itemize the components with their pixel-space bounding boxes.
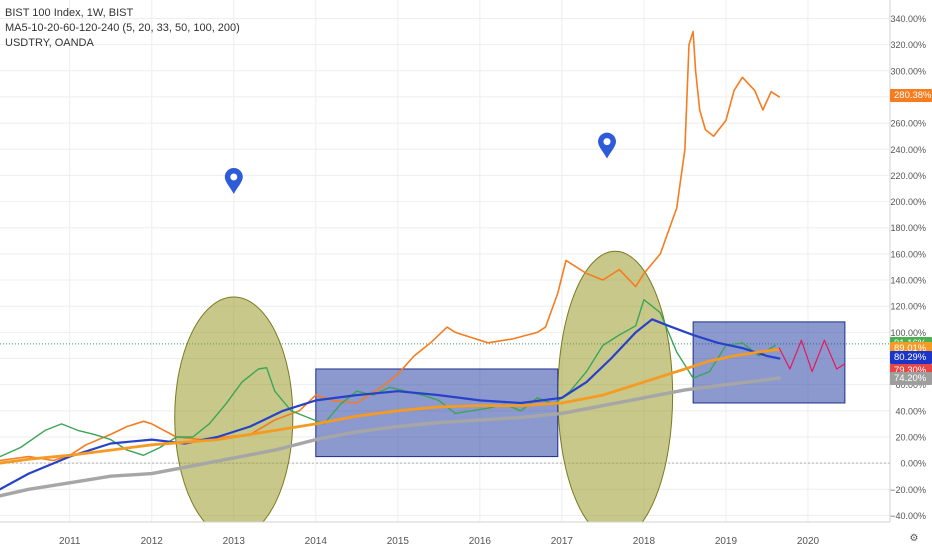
- gear-icon[interactable]: ⚙: [909, 533, 919, 544]
- x-tick-label: 2017: [551, 536, 574, 547]
- series-line-2: [0, 318, 781, 491]
- x-tick-label: 2013: [223, 536, 246, 547]
- y-tick-label: 140.00%: [890, 276, 926, 286]
- price-tag: 74.20%: [890, 371, 932, 385]
- pin-hole: [230, 173, 238, 181]
- location-pin-icon: [598, 132, 617, 159]
- legend-indicator: MA5-10-20-60-120-240 (5, 20, 33, 50, 100…: [5, 22, 240, 34]
- x-tick-label: 2011: [59, 536, 81, 547]
- x-tick-label: 2012: [141, 536, 164, 547]
- y-tick-label: 40.00%: [895, 406, 926, 416]
- pin-body: [598, 132, 617, 159]
- y-tick-label: 20.00%: [895, 432, 926, 442]
- series-line-1: [0, 299, 776, 458]
- y-tick-label: −20.00%: [890, 485, 926, 495]
- price-tag: 80.29%: [890, 351, 932, 365]
- range-box: [692, 321, 846, 404]
- x-tick-label: 2019: [715, 536, 738, 547]
- pin-hole: [603, 138, 611, 146]
- y-tick-label: 340.00%: [890, 14, 926, 24]
- y-tick-label: 60.00%: [895, 380, 926, 390]
- series-line-3: [0, 348, 781, 465]
- series-line-0: [0, 30, 781, 462]
- x-tick-label: 2015: [387, 536, 410, 547]
- legend-title: BIST 100 Index, 1W, BIST: [5, 7, 134, 19]
- y-tick-label: 200.00%: [890, 197, 926, 207]
- y-tick-label: −40.00%: [890, 511, 926, 521]
- x-tick-label: 2014: [305, 536, 328, 547]
- y-tick-label: 240.00%: [890, 145, 926, 155]
- y-tick-label: 220.00%: [890, 171, 926, 181]
- y-tick-label: 160.00%: [890, 249, 926, 259]
- x-axis-panel: [0, 522, 890, 550]
- y-tick-label: 100.00%: [890, 328, 926, 338]
- highlight-ellipse: [174, 296, 294, 539]
- range-box: [315, 368, 559, 458]
- price-tag: 280.38%: [890, 89, 932, 103]
- y-tick-label: 0.00%: [900, 459, 926, 469]
- x-tick-label: 2018: [633, 536, 656, 547]
- chart-legend: BIST 100 Index, 1W, BIST MA5-10-20-60-12…: [5, 6, 240, 51]
- y-tick-label: 300.00%: [890, 66, 926, 76]
- series-line-5: [778, 339, 846, 373]
- series-line-4: [0, 376, 781, 498]
- x-tick-label: 2020: [797, 536, 820, 547]
- x-tick-label: 2016: [469, 536, 492, 547]
- y-tick-label: 260.00%: [890, 119, 926, 129]
- location-pin-icon: [224, 167, 243, 194]
- y-tick-label: 180.00%: [890, 223, 926, 233]
- y-tick-label: 320.00%: [890, 40, 926, 50]
- legend-compare: USDTRY, OANDA: [5, 37, 94, 49]
- y-tick-label: 120.00%: [890, 302, 926, 312]
- pin-body: [224, 167, 243, 194]
